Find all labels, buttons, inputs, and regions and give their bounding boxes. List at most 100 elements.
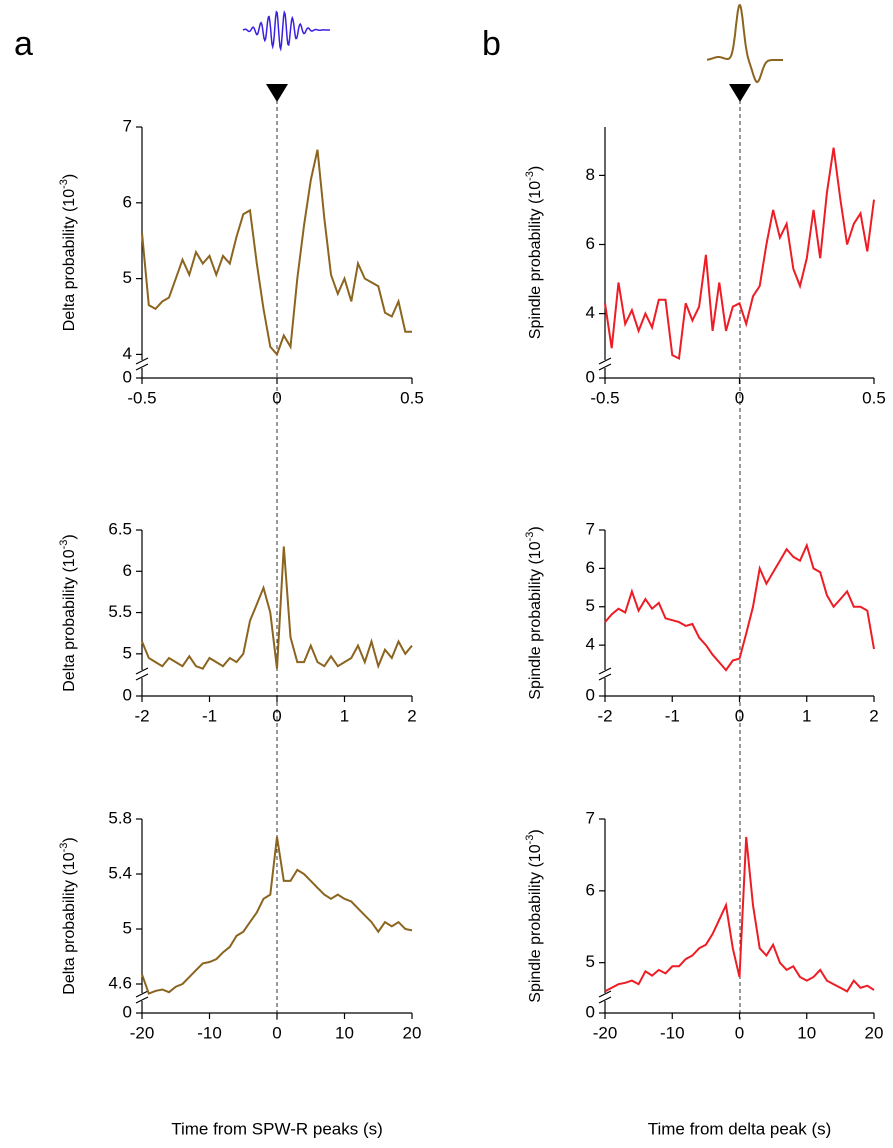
y-axis-label: Delta probability (10-3)	[58, 174, 78, 331]
chart: 4 6 8 0 -0.5 0 0.5 Spindle probability (10-3)	[524, 127, 886, 407]
y-axis-label-tail: )	[527, 829, 544, 834]
x-tick-label: -0.5	[127, 388, 156, 407]
y-tick-label: 5	[586, 596, 595, 615]
y-tick-label: 6	[586, 880, 595, 899]
y-tick-label: 5.8	[108, 808, 132, 827]
x-tick-label: 10	[797, 1023, 816, 1042]
y-axis-label: Delta probability (10-3)	[58, 534, 78, 691]
data-line	[141, 149, 412, 357]
chart: 4 5 6 7 0 -0.5 0 0.5 Delta probability (10-3)	[58, 116, 424, 407]
panel-label: b	[482, 25, 501, 63]
event-marker	[266, 84, 288, 102]
y-tick-label: 0	[586, 367, 595, 386]
x-tick-label: 0.5	[862, 388, 886, 407]
axis-break	[135, 996, 149, 1004]
data-line	[604, 542, 875, 672]
y-tick-label: 0	[123, 1002, 132, 1021]
y-tick-label: 0	[123, 685, 132, 704]
y-axis-label-tail: )	[527, 526, 544, 531]
y-tick-label: 5	[586, 952, 595, 971]
data-line	[604, 836, 875, 993]
y-tick-label: 5.5	[108, 602, 132, 621]
y-axis-label-exp: -3	[524, 532, 536, 542]
x-tick-label: -10	[197, 1023, 222, 1042]
y-tick-label: 6	[586, 234, 595, 253]
y-axis-label-text: Delta probability (10	[61, 852, 78, 994]
axis-break	[598, 667, 612, 675]
y-axis-label: Spindle probability (10-3)	[524, 526, 544, 699]
x-tick-label: 20	[865, 1023, 884, 1042]
y-tick-label: 5	[123, 643, 132, 662]
y-axis-label-text: Spindle probability (10	[527, 541, 544, 699]
x-axis-label: Time from delta peak (s)	[648, 1119, 832, 1138]
y-axis-label-text: Delta probability (10	[61, 549, 78, 691]
y-axis-label-exp: -3	[524, 171, 536, 181]
y-axis-label-exp: -3	[524, 835, 536, 845]
y-tick-label: 0	[586, 1002, 595, 1021]
x-tick-label: 0	[272, 388, 281, 407]
x-tick-label: 1	[802, 706, 811, 725]
x-tick-label: 2	[869, 706, 878, 725]
x-tick-label: 2	[407, 706, 416, 725]
x-tick-label: 1	[340, 706, 349, 725]
y-tick-label: 4	[586, 303, 595, 322]
x-tick-label: 0	[735, 706, 744, 725]
y-tick-label: 6	[586, 558, 595, 577]
y-axis-label-tail: )	[61, 837, 78, 842]
data-line	[604, 147, 875, 361]
x-tick-label: -0.5	[590, 388, 619, 407]
y-axis-label-tail: )	[61, 534, 78, 539]
delta-icon	[706, 3, 783, 84]
axis-break	[135, 667, 149, 675]
y-tick-label: 5	[123, 268, 132, 287]
y-axis-label: Delta probability (10-3)	[58, 837, 78, 994]
y-axis-label-tail: )	[527, 166, 544, 171]
y-axis-label-exp: -3	[58, 540, 70, 550]
y-axis-label-text: Delta probability (10	[61, 189, 78, 331]
chart: 5 6 7 0 -20 -10 0 10 20 Spindle probability (10-3…	[524, 808, 884, 1138]
y-tick-label: 4.6	[108, 973, 132, 992]
y-tick-label: 4	[586, 635, 595, 654]
x-tick-label: 0	[272, 706, 281, 725]
event-marker	[729, 84, 751, 102]
x-tick-label: 20	[403, 1023, 422, 1042]
data-line	[141, 546, 413, 670]
x-tick-label: 0	[272, 1023, 281, 1042]
axis-break	[135, 990, 149, 998]
y-axis-label-text: Spindle probability (10	[527, 181, 544, 339]
y-axis-label-tail: )	[61, 174, 78, 179]
x-tick-label: -20	[130, 1023, 155, 1042]
y-tick-label: 5	[123, 918, 132, 937]
y-axis-label: Spindle probability (10-3)	[524, 829, 544, 1002]
x-tick-label: 10	[335, 1023, 354, 1042]
y-axis-label: Spindle probability (10-3)	[524, 166, 544, 339]
x-tick-label: 0	[735, 1023, 744, 1042]
x-tick-label: -2	[597, 706, 612, 725]
y-tick-label: 7	[586, 808, 595, 827]
y-axis-label-text: Spindle probability (10	[527, 844, 544, 1002]
spindle-icon	[242, 10, 330, 52]
x-tick-label: -2	[134, 706, 149, 725]
chart: 4.6 5 5.4 5.8 0 -20 -10 0 10 20 Delta probability …	[58, 808, 422, 1138]
axis-break	[135, 673, 149, 681]
data-line	[141, 836, 413, 995]
x-tick-label: 0	[735, 388, 744, 407]
y-axis-label-exp: -3	[58, 843, 70, 853]
x-tick-label: 0.5	[400, 388, 424, 407]
axis-break	[135, 357, 149, 365]
x-tick-label: -10	[660, 1023, 685, 1042]
y-tick-label: 0	[586, 685, 595, 704]
y-tick-label: 0	[123, 367, 132, 386]
y-tick-label: 5.4	[108, 863, 132, 882]
axis-break	[598, 996, 612, 1004]
panel-label: a	[14, 25, 33, 63]
y-axis-label-exp: -3	[58, 179, 70, 189]
y-tick-label: 6	[123, 192, 132, 211]
y-tick-label: 7	[123, 116, 132, 135]
axis-break	[598, 990, 612, 998]
y-tick-label: 7	[586, 519, 595, 538]
y-tick-label: 8	[586, 165, 595, 184]
